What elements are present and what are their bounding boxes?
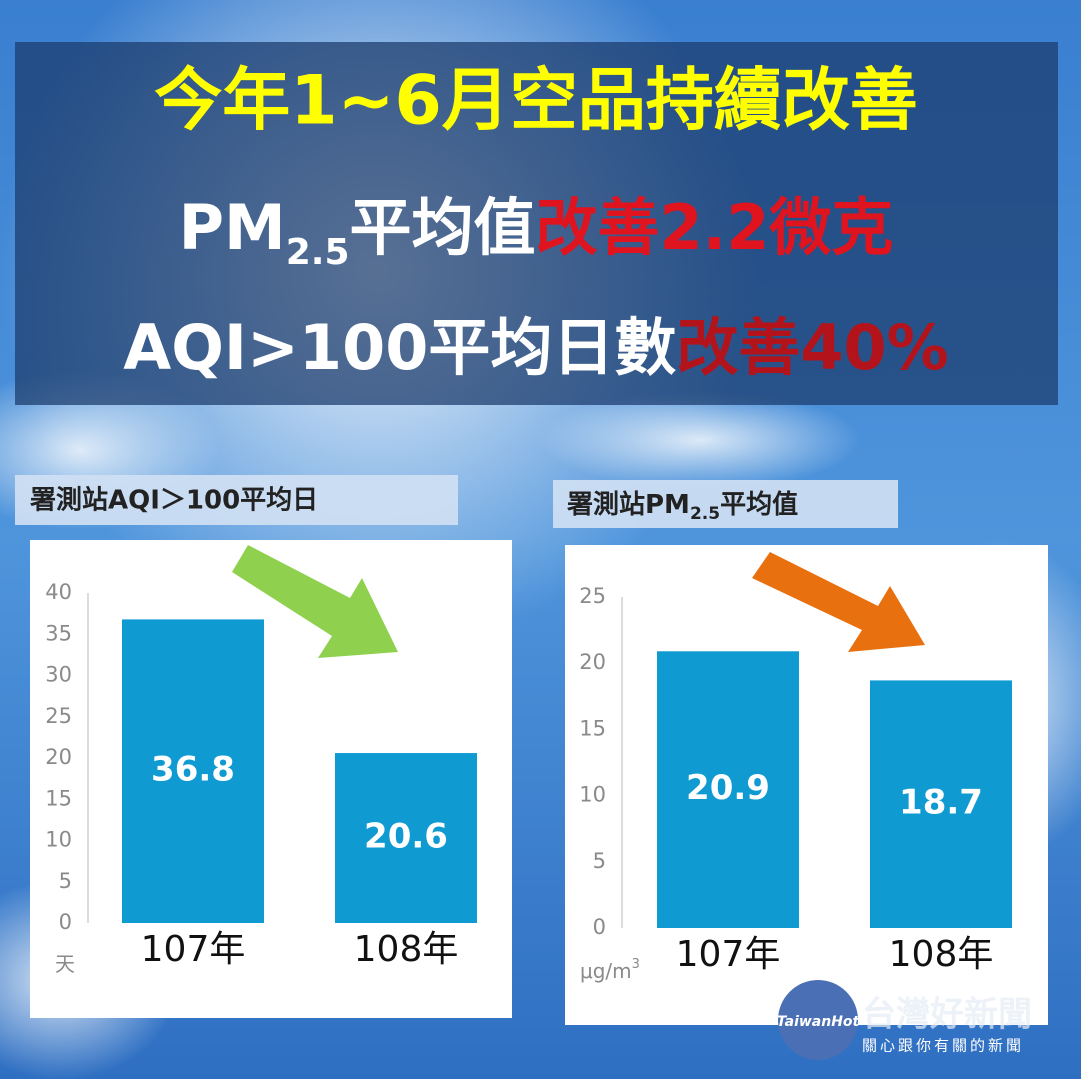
header-box	[15, 42, 1058, 405]
trend-arrow	[232, 545, 398, 658]
highlight: 改善40%	[676, 311, 948, 384]
y-tick-label: 20	[45, 745, 72, 769]
y-tick-label: 25	[45, 704, 72, 728]
header-title: 今年1~6月空品持續改善	[154, 62, 918, 141]
unit-label: 天	[55, 952, 75, 976]
logo-title: 台灣好新聞	[862, 995, 1032, 1035]
y-tick-label: 0	[593, 915, 606, 939]
logo-name: TaiwanHot	[777, 1014, 861, 1030]
y-tick-label: 5	[593, 849, 606, 873]
y-tick-label: 5	[59, 869, 72, 893]
bar	[122, 619, 264, 923]
bar	[335, 753, 477, 923]
y-tick-label: 10	[45, 828, 72, 852]
unit: 天	[55, 952, 75, 976]
chart-tab	[553, 480, 898, 528]
header-line: AQI>100平均日數改善40%	[123, 311, 949, 384]
y-tick-label: 30	[45, 663, 72, 687]
y-tick-label: 15	[579, 716, 606, 740]
y-tick-label: 35	[45, 621, 72, 645]
x-tick-label: 107年	[676, 934, 781, 975]
unit-label: μg/m3	[580, 957, 640, 983]
value-label: 20.6	[364, 817, 448, 857]
value-label: 36.8	[151, 750, 235, 790]
cloud	[540, 390, 860, 490]
header-line: PM2.5平均值改善2.2微克	[179, 191, 894, 273]
highlight: 改善2.2微克	[536, 191, 894, 264]
chart-title: 署測站PM2.5平均值	[567, 490, 798, 525]
text: 署測站PM	[567, 490, 690, 520]
logo-circle	[778, 980, 858, 1060]
text: PM	[179, 191, 286, 264]
bar	[657, 651, 799, 928]
y-tick-label: 20	[579, 650, 606, 674]
subscript: 2.5	[286, 232, 350, 273]
bar	[870, 680, 1012, 928]
unit: μg/m	[580, 959, 632, 983]
chart-title: 署測站AQI＞100平均日	[30, 486, 318, 516]
superscript: 3	[632, 957, 640, 972]
y-tick-label: 10	[579, 783, 606, 807]
value-label: 18.7	[899, 783, 983, 823]
logo-slogan: 關心跟你有關的新聞	[862, 1037, 1024, 1055]
text: 平均值	[720, 490, 798, 520]
chart-tab	[15, 475, 458, 525]
text: 平均值	[350, 191, 536, 264]
text: AQI>100平均日數	[123, 311, 676, 384]
trend-arrow	[752, 552, 925, 652]
y-tick-label: 25	[579, 584, 606, 608]
x-tick-label: 107年	[141, 929, 246, 970]
subscript: 2.5	[690, 504, 720, 524]
y-tick-label: 15	[45, 786, 72, 810]
value-label: 20.9	[686, 768, 770, 808]
x-tick-label: 108年	[354, 929, 459, 970]
y-tick-label: 0	[59, 910, 72, 934]
x-tick-label: 108年	[889, 934, 994, 975]
y-tick-label: 40	[45, 580, 72, 604]
